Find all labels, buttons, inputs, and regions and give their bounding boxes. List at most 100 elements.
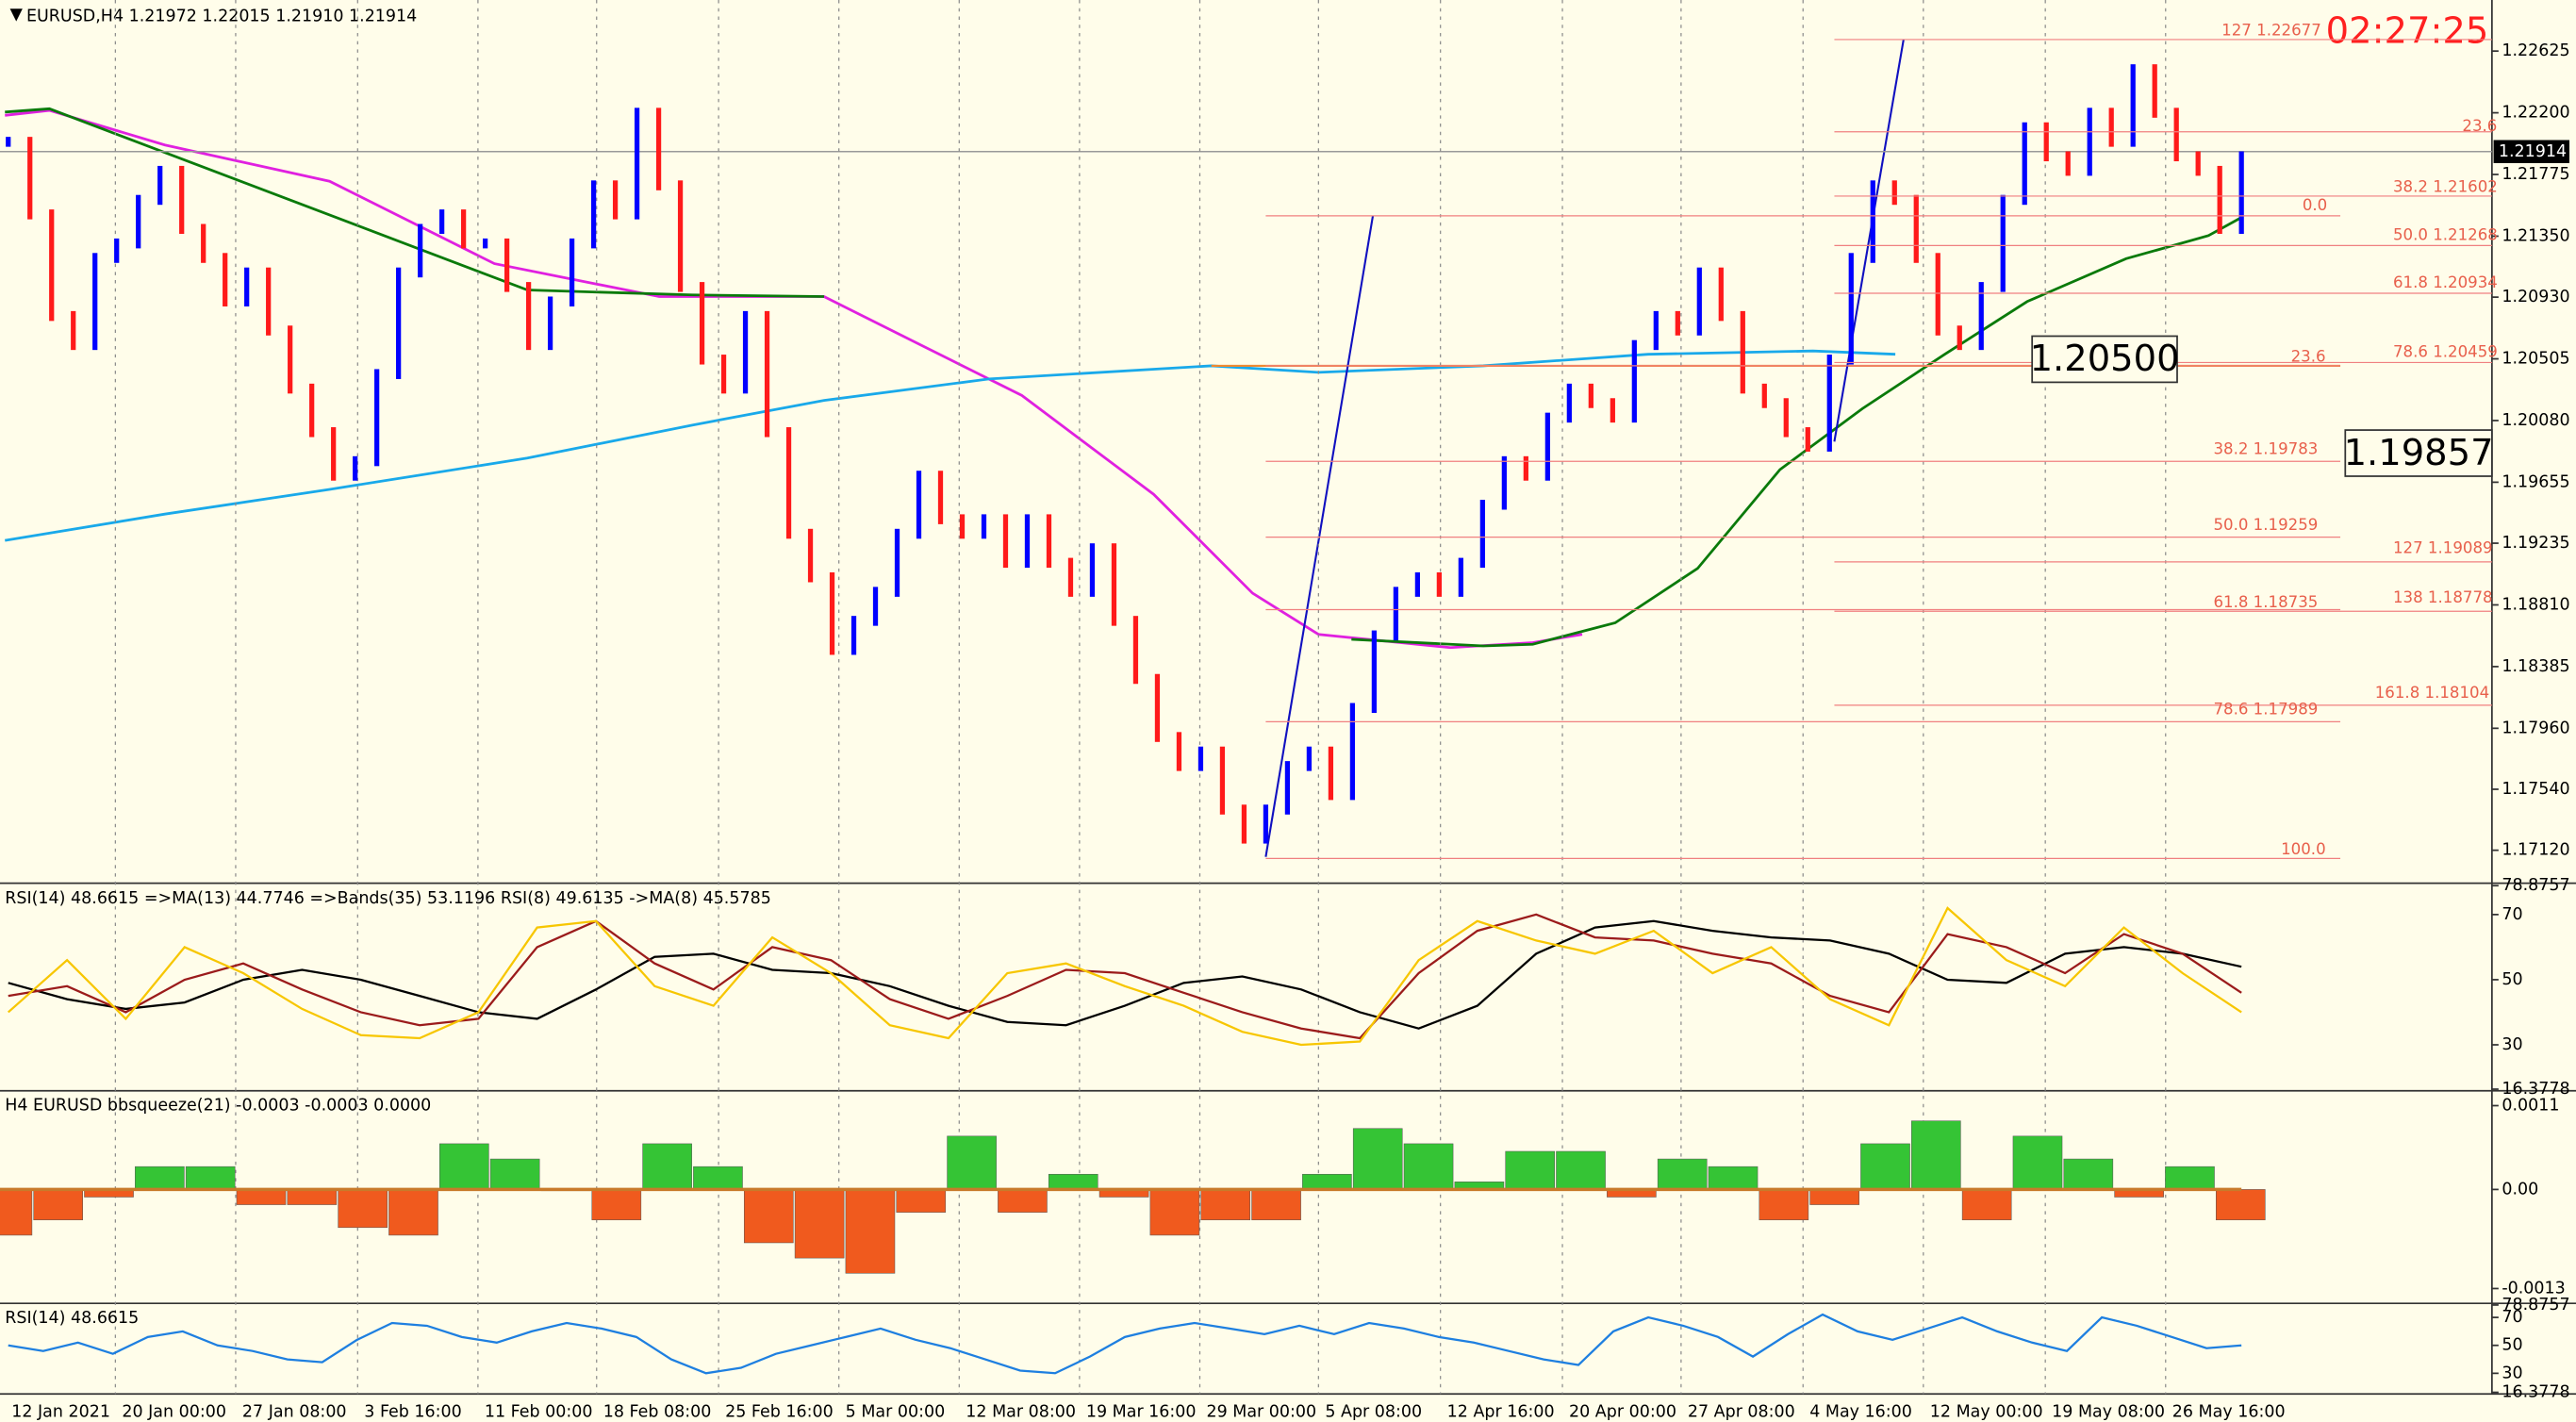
price-bar bbox=[1349, 703, 1356, 801]
price-bar bbox=[699, 282, 705, 365]
price-bar bbox=[1089, 543, 1096, 597]
ma-green bbox=[1351, 216, 2242, 648]
price-bar bbox=[634, 107, 640, 220]
price-bar bbox=[720, 355, 727, 394]
price-bar bbox=[1935, 253, 1940, 336]
price-bar bbox=[1263, 804, 1269, 844]
price-bar bbox=[1544, 412, 1550, 481]
x-label: 12 Apr 16:00 bbox=[1447, 1403, 1555, 1422]
squeeze-bar bbox=[947, 1135, 997, 1190]
price-bar bbox=[742, 310, 749, 394]
price-bar bbox=[1111, 543, 1117, 626]
price-bar bbox=[1653, 310, 1659, 351]
price-bar bbox=[764, 310, 770, 438]
squeeze-bar bbox=[1708, 1166, 1759, 1190]
squeeze-bar bbox=[1759, 1189, 1809, 1220]
squeeze-bar bbox=[1048, 1173, 1098, 1190]
price-bar bbox=[223, 253, 228, 306]
squeeze-bar bbox=[2165, 1166, 2215, 1190]
indicator-line bbox=[7, 906, 2242, 1047]
price-bar bbox=[1761, 383, 1767, 408]
x-label: 12 Mar 08:00 bbox=[966, 1403, 1076, 1422]
squeeze-bar bbox=[1961, 1189, 2012, 1220]
squeeze-bar bbox=[388, 1189, 438, 1236]
squeeze-bar bbox=[1911, 1120, 1961, 1190]
current-price-tag bbox=[2493, 140, 2570, 163]
y-tick-label: 50 bbox=[2502, 970, 2522, 989]
fib-label: 78.6 1.17989 bbox=[2213, 701, 2318, 719]
fib-label: 127 1.19089 bbox=[2393, 538, 2493, 556]
indicator-line bbox=[8, 1313, 2242, 1375]
price-bar bbox=[2217, 165, 2222, 234]
price-bar bbox=[2238, 151, 2244, 234]
price-bar bbox=[1957, 325, 1962, 351]
price-bar bbox=[872, 587, 879, 626]
squeeze-bar bbox=[794, 1189, 845, 1259]
price-bar bbox=[288, 325, 293, 394]
price-bar bbox=[27, 137, 33, 220]
price-bar bbox=[2108, 107, 2114, 147]
squeeze-bar bbox=[998, 1189, 1048, 1213]
price-bar bbox=[1067, 557, 1074, 597]
price-bar bbox=[1241, 804, 1247, 844]
price-bar bbox=[569, 238, 575, 306]
price-bar bbox=[655, 107, 662, 190]
y-tick-label: 1.19655 bbox=[2502, 472, 2569, 491]
price-bar bbox=[331, 427, 337, 481]
price-bar bbox=[1219, 746, 1226, 815]
y-tick-label: 0.00 bbox=[2502, 1180, 2538, 1199]
x-label: 19 Mar 16:00 bbox=[1086, 1403, 1197, 1422]
squeeze-bar bbox=[1251, 1189, 1301, 1220]
x-label: 5 Mar 00:00 bbox=[846, 1403, 946, 1422]
indicator-line bbox=[8, 919, 2242, 1030]
y-tick-label: 1.21350 bbox=[2502, 226, 2569, 245]
squeeze-bar bbox=[0, 1189, 33, 1236]
squeeze-bar bbox=[1505, 1150, 1556, 1190]
price-bar bbox=[1783, 398, 1789, 438]
price-bar bbox=[829, 571, 835, 655]
y-tick-label: 1.17120 bbox=[2502, 841, 2569, 860]
price-box-label: 1.19857 bbox=[2344, 432, 2494, 474]
squeeze-bar bbox=[439, 1143, 489, 1190]
price-bar bbox=[309, 383, 315, 438]
price-bar bbox=[1978, 282, 1984, 351]
price-bar bbox=[1631, 339, 1637, 423]
price-bar bbox=[1675, 310, 1680, 336]
fib-label: 127 1.22677 bbox=[2221, 22, 2321, 40]
fib-label: 23.6 bbox=[2291, 348, 2326, 366]
indicator-line bbox=[8, 913, 2242, 1040]
price-bar bbox=[179, 165, 185, 234]
squeeze-bar bbox=[591, 1189, 642, 1220]
price-bar bbox=[1002, 514, 1009, 569]
y-tick-label: 30 bbox=[2502, 1364, 2522, 1382]
x-label: 29 Mar 00:00 bbox=[1206, 1403, 1316, 1422]
menu-arrow[interactable]: ▼ bbox=[9, 6, 23, 25]
price-bar bbox=[2130, 64, 2136, 147]
price-bar bbox=[981, 514, 987, 539]
y-tick-label: 70 bbox=[2502, 905, 2522, 924]
trend-line bbox=[1264, 215, 1375, 857]
squeeze-bar bbox=[2012, 1135, 2063, 1190]
fib-label: 100.0 bbox=[2281, 840, 2326, 858]
price-bar bbox=[1891, 180, 1897, 206]
price-bar bbox=[71, 310, 76, 351]
price-box bbox=[2344, 429, 2493, 477]
x-label: 12 Jan 2021 bbox=[11, 1403, 110, 1422]
price-bar bbox=[244, 267, 250, 306]
clock: 02:27:25 bbox=[2326, 9, 2489, 52]
squeeze-bar bbox=[33, 1189, 83, 1220]
squeeze-bar bbox=[1860, 1143, 1910, 1190]
price-bar bbox=[850, 616, 857, 655]
price-bar bbox=[547, 296, 553, 351]
price-bar bbox=[677, 180, 684, 292]
price-bar bbox=[439, 209, 445, 234]
squeeze-bar bbox=[2063, 1158, 2114, 1190]
price-bar bbox=[1197, 746, 1204, 771]
squeeze-bar bbox=[1302, 1173, 1352, 1190]
price-bar bbox=[1024, 514, 1031, 569]
price-bar bbox=[1328, 746, 1334, 801]
fib-label: 161.8 1.18104 bbox=[2375, 684, 2489, 702]
price-bar bbox=[504, 238, 510, 292]
squeeze-bar bbox=[1149, 1189, 1200, 1236]
